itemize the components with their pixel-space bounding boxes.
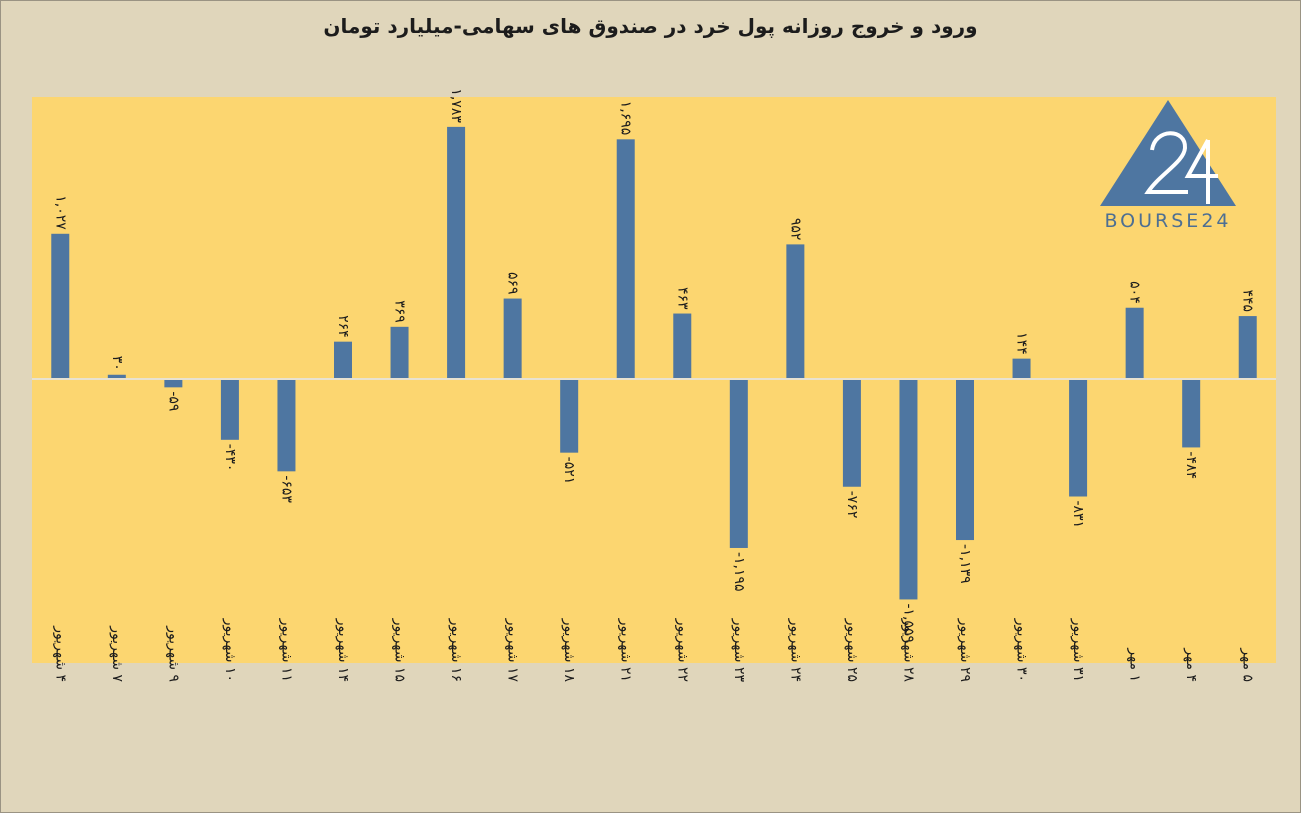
data-label: -۱,۵۵۹ bbox=[900, 603, 916, 643]
bar bbox=[673, 313, 692, 379]
bar bbox=[503, 298, 522, 379]
data-label: -۴۳۰ bbox=[222, 444, 238, 472]
bar bbox=[164, 379, 183, 388]
data-label: -۵۲۱ bbox=[561, 457, 577, 485]
data-label: -۸۳۱ bbox=[1070, 501, 1086, 529]
x-tick-label: ۲۹ شهریور bbox=[957, 618, 973, 682]
data-label: -۶۵۳ bbox=[278, 475, 294, 503]
x-tick-label: ۲۸ شهریور bbox=[900, 618, 916, 683]
x-tick-label: ۱۷ شهریور bbox=[505, 618, 521, 683]
x-tick-label: ۴ شهریور bbox=[52, 625, 68, 682]
bar bbox=[560, 379, 579, 453]
bar bbox=[1238, 316, 1257, 379]
x-tick-label: ۲۲ شهریور bbox=[674, 618, 690, 682]
bar bbox=[899, 379, 918, 600]
logo-triangle-icon bbox=[1100, 100, 1236, 206]
data-label: ۱۴۴ bbox=[1014, 332, 1030, 355]
x-tick-label: ۳۰ شهریور bbox=[1014, 618, 1030, 682]
x-tick-label: ۱۱ شهریور bbox=[278, 618, 294, 682]
bar bbox=[447, 126, 466, 380]
data-label: ۳۶۹ bbox=[392, 300, 408, 323]
data-label: ۲۶۴ bbox=[335, 315, 351, 338]
data-label: -۱,۱۳۹ bbox=[957, 544, 973, 584]
bar bbox=[1012, 358, 1031, 379]
data-label: -۵۹ bbox=[165, 391, 181, 411]
data-label: -۴۸۴ bbox=[1183, 451, 1199, 479]
bar bbox=[1182, 379, 1201, 448]
x-tick-label: ۲۳ شهریور bbox=[731, 618, 747, 683]
data-label: ۹۵۲ bbox=[787, 218, 803, 241]
data-label: -۱,۱۹۵ bbox=[731, 552, 747, 592]
x-tick-label: ۳۱ شهریور bbox=[1070, 618, 1086, 682]
bar bbox=[729, 379, 748, 548]
data-label: ۳۰ bbox=[109, 356, 125, 371]
bar bbox=[1069, 379, 1088, 497]
x-tick-label: ۵ مهر bbox=[1240, 647, 1256, 682]
x-tick-label: ۴ مهر bbox=[1183, 647, 1199, 682]
bar bbox=[390, 326, 409, 379]
bar bbox=[51, 233, 70, 379]
bar bbox=[220, 379, 239, 440]
x-tick-label: ۷ شهریور bbox=[109, 625, 125, 682]
x-tick-label: ۱۵ شهریور bbox=[392, 618, 408, 682]
x-tick-label: ۹ شهریور bbox=[165, 625, 181, 682]
data-label: ۱,۶۹۵ bbox=[618, 101, 634, 136]
data-label: ۴۶۳ bbox=[674, 287, 690, 310]
logo-mark-2 bbox=[1144, 131, 1188, 194]
data-label: ۱,۷۸۳ bbox=[448, 88, 464, 123]
x-tick-label: ۲۴ شهریور bbox=[787, 618, 803, 682]
bar bbox=[334, 341, 352, 379]
bar bbox=[842, 379, 861, 487]
x-tick-label: ۱ مهر bbox=[1127, 647, 1143, 682]
data-label: ۴۴۵ bbox=[1240, 290, 1256, 313]
x-tick-label: ۱۰ شهریور bbox=[222, 618, 238, 682]
data-label: ۵۶۹ bbox=[505, 272, 521, 295]
x-tick-label: ۱۸ شهریور bbox=[561, 618, 577, 683]
data-label: -۷۶۲ bbox=[844, 491, 860, 519]
bar bbox=[956, 379, 974, 541]
data-label: ۵۰۴ bbox=[1127, 281, 1143, 304]
logo-mark-4 bbox=[1184, 139, 1218, 204]
bar bbox=[277, 379, 296, 472]
data-label: ۱,۰۲۷ bbox=[52, 195, 68, 230]
x-tick-label: ۱۴ شهریور bbox=[335, 618, 351, 682]
x-tick-label: ۲۵ شهریور bbox=[844, 618, 860, 682]
logo-wordmark: BOURSE24 bbox=[1104, 210, 1232, 232]
bar bbox=[1125, 307, 1144, 379]
x-tick-label: ۲۱ شهریور bbox=[618, 618, 634, 682]
logo-triangle bbox=[1100, 100, 1236, 206]
bar bbox=[616, 139, 635, 379]
chart-title: ورود و خروج روزانه پول خرد در صندوق های … bbox=[323, 14, 978, 38]
bar bbox=[786, 244, 805, 379]
bar bbox=[107, 374, 126, 379]
x-tick-label: ۱۶ شهریور bbox=[448, 618, 464, 682]
